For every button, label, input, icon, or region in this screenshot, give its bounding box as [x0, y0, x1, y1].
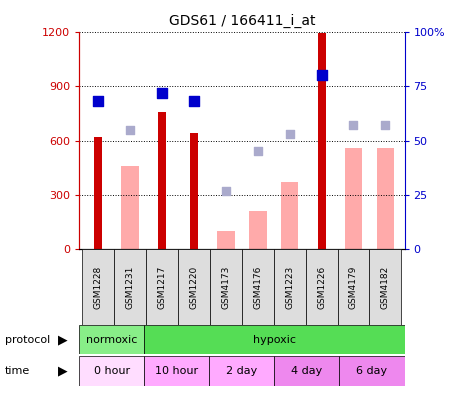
FancyBboxPatch shape — [144, 325, 405, 354]
Point — [318, 72, 325, 78]
Text: GSM4182: GSM4182 — [381, 265, 390, 309]
FancyBboxPatch shape — [242, 249, 274, 325]
Bar — [158, 112, 166, 249]
Point — [190, 98, 198, 105]
Text: ▶: ▶ — [58, 333, 67, 346]
Title: GDS61 / 166411_i_at: GDS61 / 166411_i_at — [168, 14, 315, 28]
Text: ▶: ▶ — [58, 365, 67, 378]
Text: GSM1223: GSM1223 — [285, 265, 294, 309]
FancyBboxPatch shape — [79, 325, 144, 354]
FancyBboxPatch shape — [146, 249, 178, 325]
Text: 10 hour: 10 hour — [155, 366, 198, 376]
Text: normoxic: normoxic — [86, 335, 137, 345]
Bar — [217, 231, 235, 249]
FancyBboxPatch shape — [274, 249, 306, 325]
FancyBboxPatch shape — [178, 249, 210, 325]
FancyBboxPatch shape — [306, 249, 338, 325]
Text: GSM1226: GSM1226 — [317, 265, 326, 309]
Bar — [190, 133, 198, 249]
Text: protocol: protocol — [5, 335, 50, 345]
Point — [158, 89, 166, 96]
Text: GSM1231: GSM1231 — [126, 265, 134, 309]
FancyBboxPatch shape — [274, 356, 339, 386]
Point — [222, 187, 230, 194]
Text: GSM4176: GSM4176 — [253, 265, 262, 309]
Text: time: time — [5, 366, 30, 376]
FancyBboxPatch shape — [79, 356, 144, 386]
FancyBboxPatch shape — [144, 356, 209, 386]
Text: 2 day: 2 day — [226, 366, 258, 376]
FancyBboxPatch shape — [370, 249, 401, 325]
Point — [350, 122, 357, 128]
Point — [254, 148, 261, 154]
Text: 4 day: 4 day — [291, 366, 323, 376]
Point — [286, 131, 293, 137]
Text: 0 hour: 0 hour — [93, 366, 130, 376]
FancyBboxPatch shape — [338, 249, 370, 325]
Bar — [377, 148, 394, 249]
FancyBboxPatch shape — [82, 249, 114, 325]
Text: hypoxic: hypoxic — [253, 335, 296, 345]
Point — [94, 98, 102, 105]
Text: GSM1228: GSM1228 — [93, 265, 103, 309]
Point — [382, 122, 389, 128]
FancyBboxPatch shape — [210, 249, 242, 325]
Text: GSM4179: GSM4179 — [349, 265, 358, 309]
Text: GSM4173: GSM4173 — [221, 265, 230, 309]
Bar — [94, 137, 102, 249]
Bar — [121, 166, 139, 249]
Text: GSM1217: GSM1217 — [158, 265, 166, 309]
FancyBboxPatch shape — [339, 356, 405, 386]
Text: GSM1220: GSM1220 — [189, 265, 199, 309]
Bar — [318, 34, 326, 249]
Point — [126, 126, 134, 133]
Bar — [345, 148, 362, 249]
FancyBboxPatch shape — [209, 356, 274, 386]
Bar — [249, 211, 266, 249]
Text: 6 day: 6 day — [357, 366, 387, 376]
Bar — [281, 182, 299, 249]
FancyBboxPatch shape — [114, 249, 146, 325]
